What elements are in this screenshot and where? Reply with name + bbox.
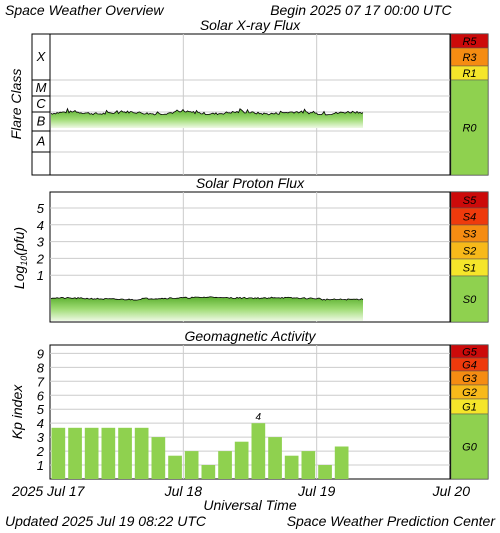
xray-ylabel: Flare Class bbox=[8, 69, 24, 140]
kp-bar bbox=[151, 437, 166, 479]
proton-tick-3: 3 bbox=[37, 235, 45, 250]
kp-scale-label: G2 bbox=[462, 387, 477, 399]
flare-class-b: B bbox=[37, 114, 46, 129]
proton-scale-label: S1 bbox=[463, 263, 476, 275]
kp-tick-9: 9 bbox=[37, 346, 44, 361]
xray-scale-label: R5 bbox=[462, 36, 477, 48]
updated-label: Updated bbox=[5, 513, 59, 529]
kp-bar bbox=[301, 451, 316, 479]
proton-ylabel-text: Log bbox=[11, 266, 27, 290]
kp-scale-label: G1 bbox=[462, 402, 477, 414]
kp-max-annotation: 4 bbox=[256, 412, 262, 423]
proton-scale-label: S4 bbox=[463, 212, 476, 224]
kp-tick-7: 7 bbox=[37, 374, 45, 389]
kp-grid bbox=[50, 345, 450, 479]
kp-bar bbox=[334, 446, 349, 479]
flare-class-m: M bbox=[36, 80, 47, 95]
kp-scale-label: G5 bbox=[462, 347, 478, 359]
proton-scale-label: S2 bbox=[463, 246, 476, 258]
kp-bar bbox=[168, 455, 182, 479]
proton-tick-4: 4 bbox=[37, 218, 44, 233]
kp-bar bbox=[84, 427, 99, 479]
x-axis-title: Universal Time bbox=[203, 497, 296, 513]
kp-bar bbox=[134, 427, 149, 479]
proton-ylabel: Log10(pfu) bbox=[11, 227, 29, 289]
proton-scale-band bbox=[450, 275, 489, 323]
xray-scale-label: R1 bbox=[462, 68, 476, 80]
kp-scale-label: G0 bbox=[462, 442, 478, 454]
kp-tick-4: 4 bbox=[37, 416, 44, 431]
x-tick-2: Jul 19 bbox=[297, 483, 336, 499]
kp-scale-label: G3 bbox=[462, 373, 478, 385]
proton-tick-1: 1 bbox=[37, 268, 44, 283]
proton-title: Solar Proton Flux bbox=[196, 175, 305, 191]
kp-tick-6: 6 bbox=[37, 388, 45, 403]
kp-bar bbox=[268, 437, 282, 479]
kp-bar bbox=[118, 427, 132, 479]
proton-scale-label: S5 bbox=[463, 195, 477, 207]
x-axis-ticks: 2025 Jul 17 Jul 18 Jul 19 Jul 20 bbox=[11, 483, 470, 499]
xray-flux-area bbox=[50, 107, 364, 128]
begin-time: 2025 07 17 00:00 UTC bbox=[309, 2, 453, 18]
credit: Space Weather Prediction Center bbox=[287, 513, 497, 529]
proton-scale-label: S0 bbox=[463, 294, 477, 306]
kp-bar bbox=[51, 427, 66, 479]
radio-blackout-scale: R5 R3 R1 R0 bbox=[450, 33, 489, 176]
kp-tick-5: 5 bbox=[37, 402, 45, 417]
proton-ylabel-unit: (pfu) bbox=[11, 227, 27, 256]
kp-bar bbox=[101, 427, 116, 479]
x-tick-3: Jul 20 bbox=[432, 483, 471, 499]
kp-bar bbox=[201, 465, 216, 479]
kp-scale-band bbox=[450, 413, 489, 480]
xray-scale-band bbox=[450, 79, 489, 176]
kp-tick-8: 8 bbox=[37, 360, 45, 375]
begin-label: Begin bbox=[270, 2, 306, 18]
kp-bar bbox=[251, 423, 266, 479]
updated-time: 2025 Jul 19 08:22 UTC bbox=[61, 513, 207, 529]
kp-bar bbox=[234, 441, 249, 479]
kp-scale-label: G4 bbox=[462, 360, 477, 372]
xray-scale-label: R3 bbox=[462, 52, 477, 64]
xray-title: Solar X-ray Flux bbox=[200, 17, 301, 33]
kp-tick-1: 1 bbox=[37, 458, 44, 473]
proton-flux-area bbox=[50, 296, 364, 321]
kp-bar bbox=[218, 451, 232, 479]
proton-scale-label: S3 bbox=[463, 229, 477, 241]
proton-flux-line bbox=[50, 296, 364, 301]
flare-class-c: C bbox=[36, 96, 46, 111]
kp-ylabel: Kp index bbox=[9, 384, 25, 439]
x-tick-1: Jul 18 bbox=[164, 483, 203, 499]
kp-bar bbox=[184, 451, 199, 479]
radiation-storm-scale: S5 S4 S3 S2 S1 S0 bbox=[450, 191, 489, 323]
app-title: Space Weather Overview bbox=[5, 2, 164, 18]
xray-flux-line bbox=[50, 107, 364, 116]
kp-bar bbox=[318, 465, 332, 479]
kp-title: Geomagnetic Activity bbox=[185, 328, 317, 344]
proton-tick-5: 5 bbox=[37, 201, 45, 216]
kp-tick-2: 2 bbox=[36, 444, 45, 459]
proton-flux-fill bbox=[51, 296, 363, 321]
kp-bar bbox=[284, 455, 299, 479]
xray-plot-area bbox=[49, 33, 451, 176]
x-tick-0: 2025 Jul 17 bbox=[11, 483, 86, 499]
proton-ylabel-subscript: 10 bbox=[19, 256, 29, 266]
proton-grid bbox=[50, 192, 450, 322]
flare-class-x: X bbox=[36, 49, 47, 64]
xray-scale-label: R0 bbox=[462, 123, 477, 135]
proton-y-ticks: 5 4 32 1 bbox=[36, 201, 45, 283]
proton-tick-2: 2 bbox=[36, 251, 45, 266]
flare-class-axis bbox=[31, 33, 51, 176]
kp-bar bbox=[68, 427, 82, 479]
flare-class-a: A bbox=[36, 134, 46, 149]
kp-tick-3: 3 bbox=[37, 430, 45, 445]
kp-bars: 4 bbox=[51, 412, 349, 479]
